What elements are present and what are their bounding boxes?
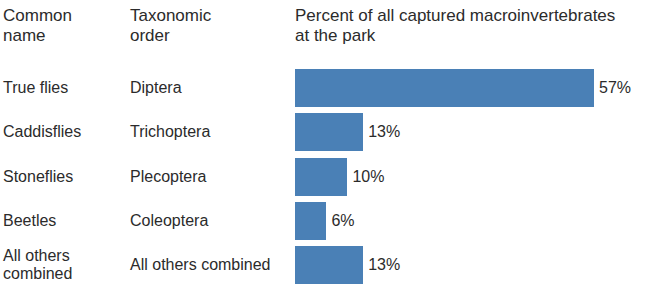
header-percent: Percent of all captured macroinvertebrat… <box>295 6 625 46</box>
taxonomic-order-label: All others combined <box>130 243 280 287</box>
category-label: Caddisflies <box>3 110 123 154</box>
bar <box>295 113 363 151</box>
data-label: 10% <box>352 155 384 199</box>
bar <box>295 202 326 240</box>
category-label: All others combined <box>3 243 123 287</box>
taxonomic-order-label: Trichoptera <box>130 110 280 154</box>
data-label: 57% <box>599 66 631 110</box>
data-label: 13% <box>368 110 400 154</box>
category-label: Beetles <box>3 199 123 243</box>
bar <box>295 158 347 196</box>
header-common-name: Common name <box>3 6 98 46</box>
category-label: Stoneflies <box>3 155 123 199</box>
bar <box>295 246 363 284</box>
taxonomic-order-label: Coleoptera <box>130 199 280 243</box>
header-taxonomic-order: Taxonomic order <box>130 6 240 46</box>
data-label: 13% <box>368 243 400 287</box>
data-label: 6% <box>331 199 354 243</box>
category-label: True flies <box>3 66 123 110</box>
taxonomic-order-label: Plecoptera <box>130 155 280 199</box>
taxonomic-order-label: Diptera <box>130 66 280 110</box>
bar <box>295 69 594 107</box>
